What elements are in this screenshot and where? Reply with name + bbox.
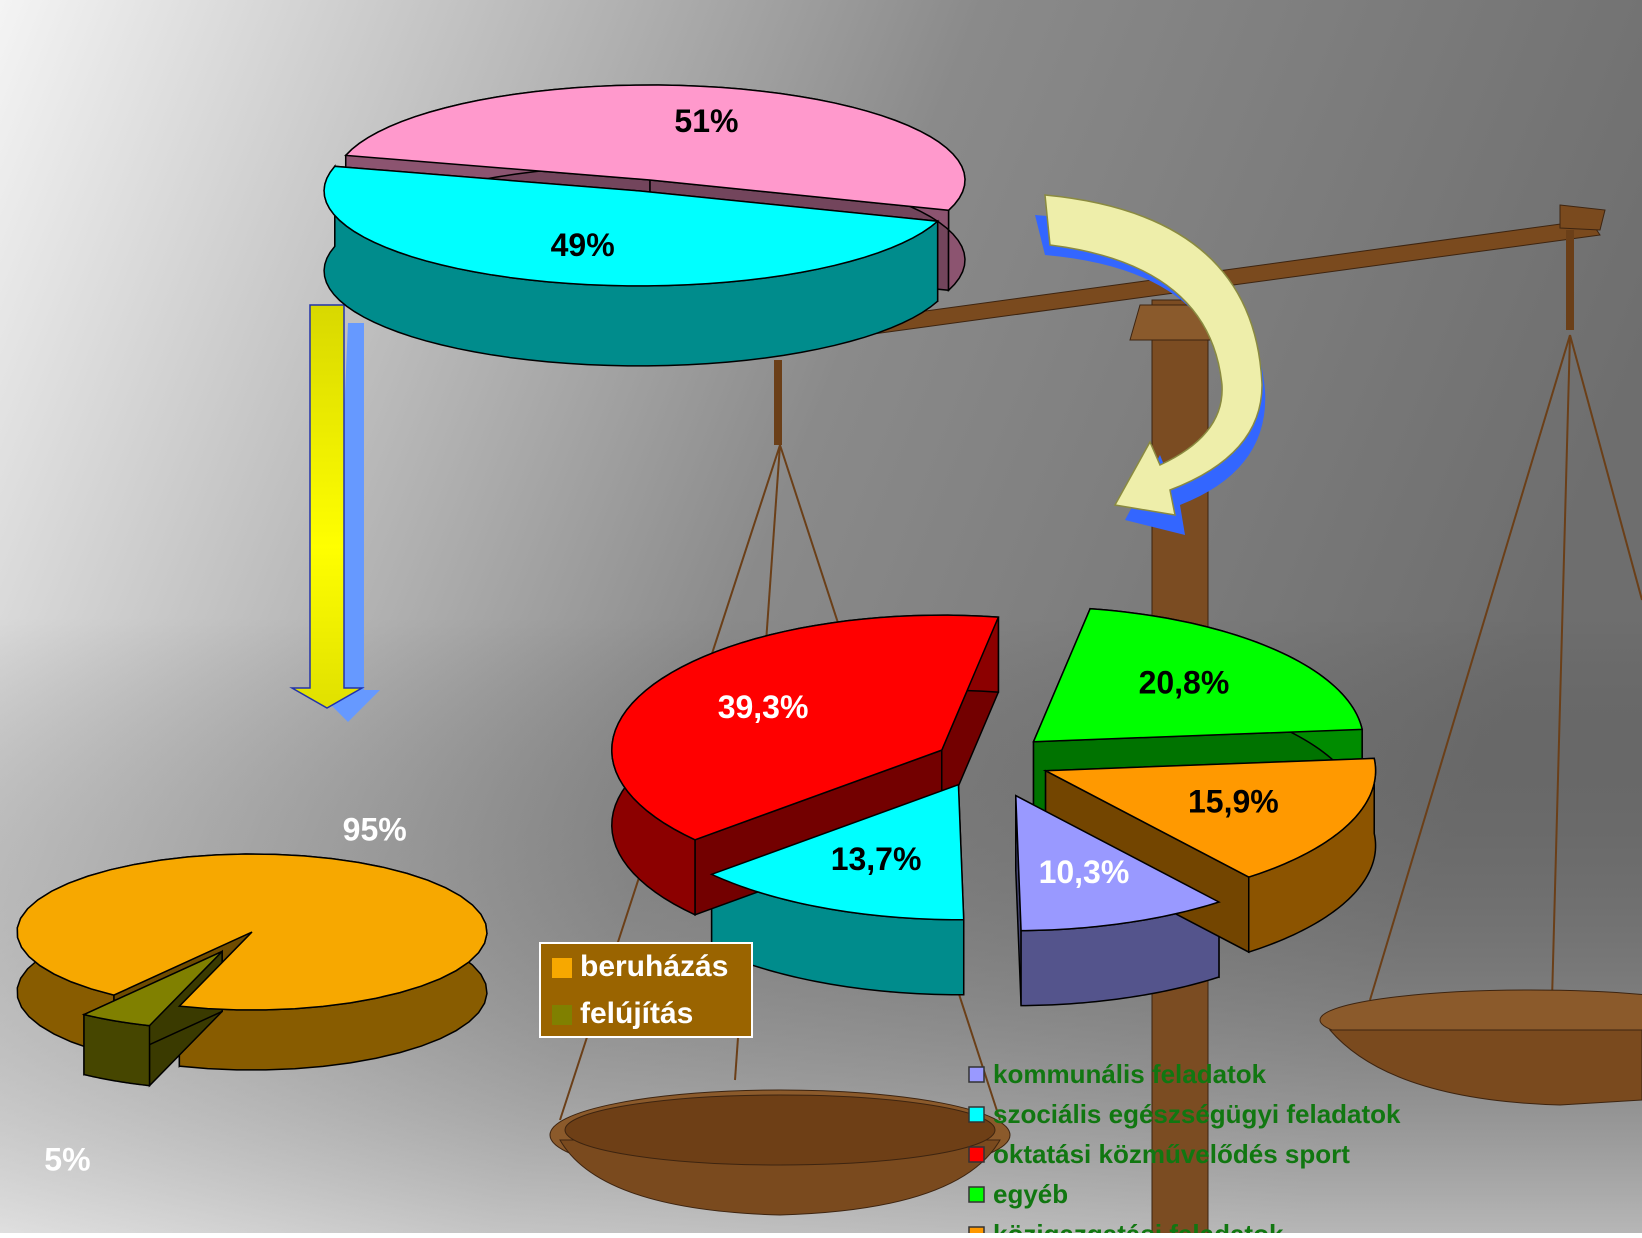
pie: 51% 49% <box>323 84 966 367</box>
slice <box>709 783 965 921</box>
legend-label: szociális egészségügyi feladatok <box>993 1099 1401 1129</box>
legend: beruházás felújítás <box>539 942 753 1038</box>
scale-illustration <box>549 204 1642 1238</box>
data-label: 95% <box>343 812 407 848</box>
legend-label: kommunális feladatok <box>993 1059 1267 1089</box>
slice <box>611 614 1000 841</box>
legend-label: egyéb <box>993 1179 1068 1209</box>
data-label: 20,8% <box>1139 664 1230 700</box>
slice <box>1014 794 1221 932</box>
legend-swatch <box>552 958 572 978</box>
data-label: 39,3% <box>718 689 809 725</box>
legend-swatch <box>968 1226 985 1238</box>
data-label: 15,9% <box>1188 783 1279 819</box>
legend-label: felújítás <box>580 997 693 1030</box>
slice <box>16 853 488 1011</box>
arrows <box>289 194 1266 722</box>
legend-swatch <box>552 1005 572 1025</box>
legend-label: oktatási közművelődés sport <box>993 1139 1350 1169</box>
legend-swatch <box>968 1186 985 1203</box>
data-label: 51% <box>674 103 738 139</box>
legend-swatch <box>968 1106 985 1123</box>
slice <box>344 84 966 212</box>
legend-box <box>539 942 753 1038</box>
data-label: 10,3% <box>1039 854 1130 890</box>
data-label: 13,7% <box>831 841 922 877</box>
slice <box>1042 757 1377 878</box>
data-label: 49% <box>551 227 615 263</box>
charts: 51% 49% 95% 5% 10,3% 13,7% 39,3% 20,8% 15,9% beru… <box>16 84 1401 1238</box>
data-label: 5% <box>44 1142 90 1178</box>
pie: 95% 5% <box>16 812 488 1178</box>
legend-label: beruházás <box>580 950 728 983</box>
slice <box>81 950 223 1027</box>
slice <box>323 165 940 287</box>
legend-swatch <box>968 1146 985 1163</box>
legend-swatch <box>968 1066 985 1083</box>
pie: 10,3% 13,7% 39,3% 20,8% 15,9% <box>611 607 1377 1007</box>
legend-label: közigazgatási feladatok <box>993 1219 1284 1233</box>
slice <box>1032 607 1364 743</box>
